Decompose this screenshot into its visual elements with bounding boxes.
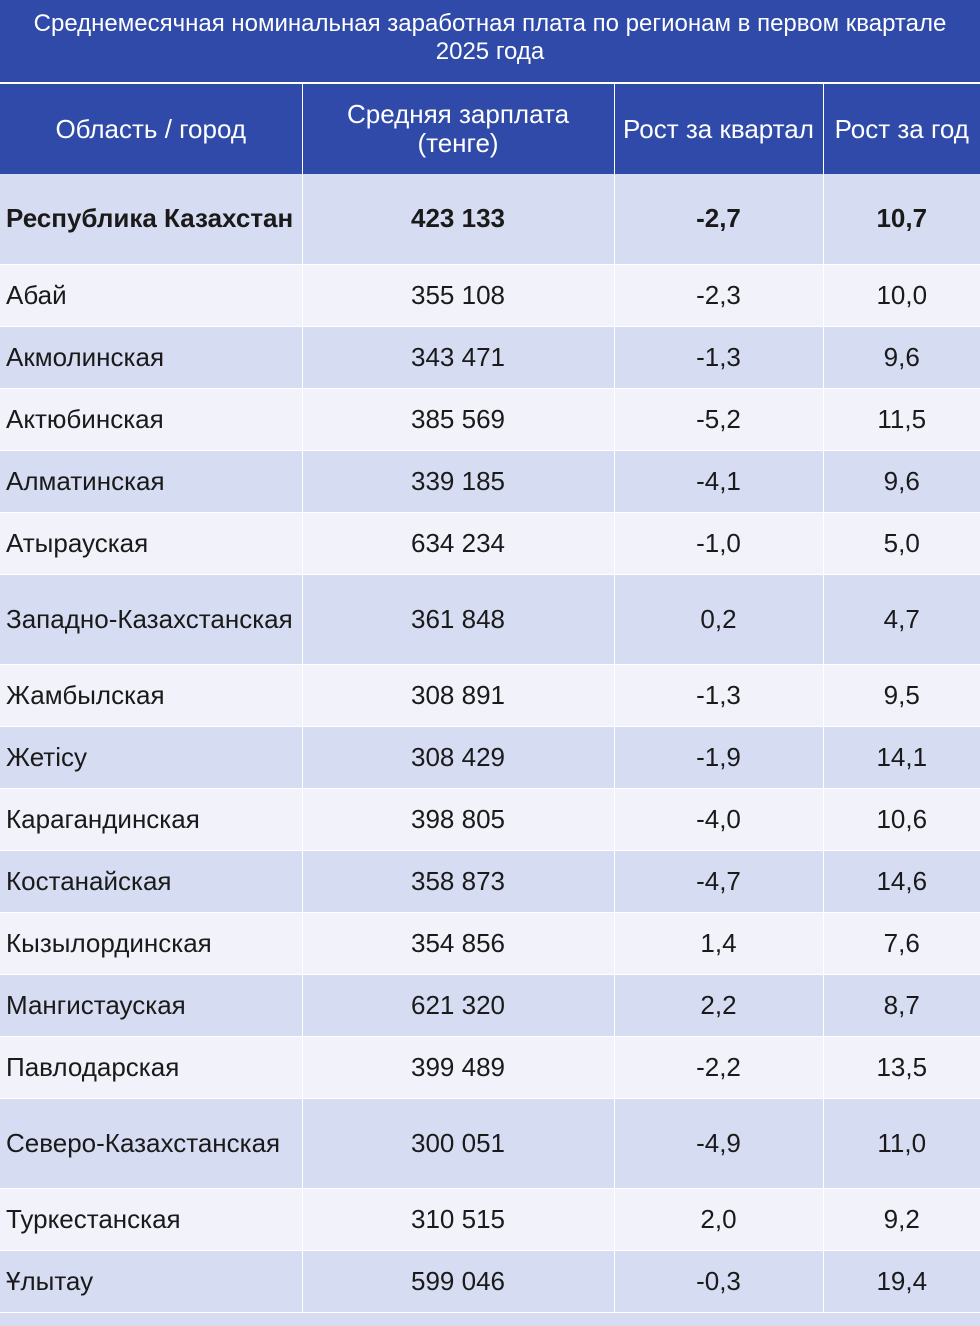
cell-qoq: 2,0 — [614, 1188, 824, 1251]
cell-qoq: -1,9 — [614, 726, 824, 789]
cell-yoy: 11,0 — [823, 1098, 980, 1189]
header-region: Область / город — [0, 84, 303, 174]
cell-qoq: -2,7 — [614, 174, 824, 265]
cell-region: Кызылординская — [0, 912, 303, 975]
cell-region: Республика Казахстан — [0, 174, 303, 265]
header-yoy: Рост за год — [823, 84, 980, 174]
cell-salary: 308 891 — [302, 664, 615, 727]
table-row: Карагандинская 398 805 -4,0 10,6 — [0, 788, 980, 851]
cell-qoq: -4,7 — [614, 850, 824, 913]
cell-salary: 355 108 — [302, 264, 615, 327]
cell-region: Акмолинская — [0, 326, 303, 389]
cell-qoq: -2,2 — [614, 1036, 824, 1099]
cell-yoy: 7,6 — [823, 912, 980, 975]
cell-yoy: 9,5 — [823, 664, 980, 727]
table-row: Туркестанская 310 515 2,0 9,2 — [0, 1188, 980, 1251]
cell-salary: 343 471 — [302, 326, 615, 389]
cell-qoq: -4,9 — [614, 1098, 824, 1189]
cell-salary: 361 848 — [302, 574, 615, 665]
header-row: Область / город Средняя зарплата (тенге)… — [0, 84, 980, 174]
cell-qoq: -1,0 — [614, 512, 824, 575]
table-title-bar: Среднемесячная номинальная заработная пл… — [0, 0, 980, 84]
salary-table: Область / город Средняя зарплата (тенге)… — [0, 84, 980, 1313]
cell-region: Алматинская — [0, 450, 303, 513]
table-row: Мангистауская 621 320 2,2 8,7 — [0, 974, 980, 1037]
table-row: Западно-Казахстанская 361 848 0,2 4,7 — [0, 574, 980, 665]
cell-salary: 634 234 — [302, 512, 615, 575]
cell-qoq: -5,2 — [614, 388, 824, 451]
cell-yoy: 11,5 — [823, 388, 980, 451]
cell-region: Актюбинская — [0, 388, 303, 451]
table-header: Область / город Средняя зарплата (тенге)… — [0, 84, 980, 174]
table-row-total: Республика Казахстан 423 133 -2,7 10,7 — [0, 174, 980, 265]
cell-region: Мангистауская — [0, 974, 303, 1037]
cell-qoq: -1,3 — [614, 664, 824, 727]
cell-salary: 310 515 — [302, 1188, 615, 1251]
cell-qoq: -1,3 — [614, 326, 824, 389]
cell-region: Ұлытау — [0, 1250, 303, 1313]
cell-region: Северо-Казахстанская — [0, 1098, 303, 1189]
cell-yoy: 19,4 — [823, 1250, 980, 1313]
cell-salary: 621 320 — [302, 974, 615, 1037]
cell-salary: 599 046 — [302, 1250, 615, 1313]
cell-qoq: -2,3 — [614, 264, 824, 327]
header-qoq: Рост за квартал — [614, 84, 824, 174]
cell-salary: 358 873 — [302, 850, 615, 913]
table-row: Северо-Казахстанская 300 051 -4,9 11,0 — [0, 1098, 980, 1189]
cell-salary: 385 569 — [302, 388, 615, 451]
cell-salary: 308 429 — [302, 726, 615, 789]
table-bottom-strip — [0, 1312, 980, 1326]
cell-region: Абай — [0, 264, 303, 327]
cell-yoy: 14,6 — [823, 850, 980, 913]
table-body: Республика Казахстан 423 133 -2,7 10,7 Абай 3… — [0, 174, 980, 1313]
cell-salary: 354 856 — [302, 912, 615, 975]
cell-qoq: -0,3 — [614, 1250, 824, 1313]
cell-qoq: -4,1 — [614, 450, 824, 513]
table-row: Жетісу 308 429 -1,9 14,1 — [0, 726, 980, 789]
cell-yoy: 9,6 — [823, 450, 980, 513]
cell-qoq: 1,4 — [614, 912, 824, 975]
cell-region: Западно-Казахстанская — [0, 574, 303, 665]
table-row: Атырауская 634 234 -1,0 5,0 — [0, 512, 980, 575]
cell-region: Павлодарская — [0, 1036, 303, 1099]
cell-yoy: 10,7 — [823, 174, 980, 265]
cell-salary: 339 185 — [302, 450, 615, 513]
table-row: Кызылординская 354 856 1,4 7,6 — [0, 912, 980, 975]
cell-qoq: -4,0 — [614, 788, 824, 851]
cell-region: Туркестанская — [0, 1188, 303, 1251]
cell-yoy: 8,7 — [823, 974, 980, 1037]
table-row: Павлодарская 399 489 -2,2 13,5 — [0, 1036, 980, 1099]
cell-yoy: 13,5 — [823, 1036, 980, 1099]
header-salary: Средняя зарплата (тенге) — [302, 84, 615, 174]
cell-region: Жамбылская — [0, 664, 303, 727]
table-row: Абай 355 108 -2,3 10,0 — [0, 264, 980, 327]
cell-qoq: 2,2 — [614, 974, 824, 1037]
table-title: Среднемесячная номинальная заработная пл… — [33, 10, 947, 65]
cell-yoy: 14,1 — [823, 726, 980, 789]
cell-salary: 399 489 — [302, 1036, 615, 1099]
cell-yoy: 9,6 — [823, 326, 980, 389]
cell-qoq: 0,2 — [614, 574, 824, 665]
cell-region: Костанайская — [0, 850, 303, 913]
table-row: Жамбылская 308 891 -1,3 9,5 — [0, 664, 980, 727]
cell-salary: 423 133 — [302, 174, 615, 265]
cell-yoy: 5,0 — [823, 512, 980, 575]
table-row: Костанайская 358 873 -4,7 14,6 — [0, 850, 980, 913]
cell-region: Жетісу — [0, 726, 303, 789]
cell-yoy: 10,6 — [823, 788, 980, 851]
cell-yoy: 10,0 — [823, 264, 980, 327]
table-row: Ұлытау 599 046 -0,3 19,4 — [0, 1250, 980, 1313]
table-row: Алматинская 339 185 -4,1 9,6 — [0, 450, 980, 513]
cell-yoy: 4,7 — [823, 574, 980, 665]
cell-region: Атырауская — [0, 512, 303, 575]
cell-salary: 398 805 — [302, 788, 615, 851]
table-row: Акмолинская 343 471 -1,3 9,6 — [0, 326, 980, 389]
cell-region: Карагандинская — [0, 788, 303, 851]
cell-yoy: 9,2 — [823, 1188, 980, 1251]
table-row: Актюбинская 385 569 -5,2 11,5 — [0, 388, 980, 451]
cell-salary: 300 051 — [302, 1098, 615, 1189]
